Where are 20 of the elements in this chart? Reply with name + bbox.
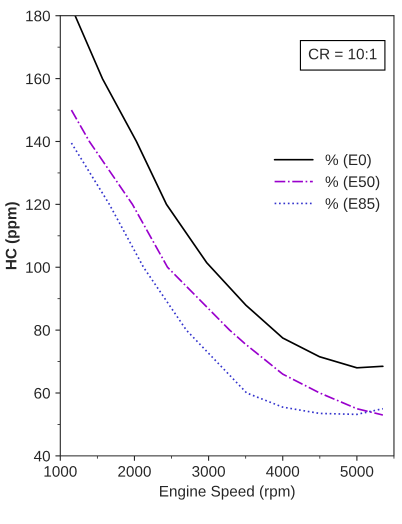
line-series [74,16,384,369]
legend-label: % (E50) [326,176,380,190]
y-tick-label: 120 [26,199,50,210]
y-tick-label: 140 [26,136,50,148]
x-tick-label: 4000 [266,466,300,477]
x-tick-label: 3000 [192,466,225,477]
y-axis-title: HC (ppm) [5,202,20,270]
x-tick-label: 5000 [340,466,374,477]
x-axis-title: Engine Speed (rpm) [160,485,295,500]
legend-label: % (E85) [326,198,380,212]
x-tick-label: 1000 [44,466,77,477]
y-tick-label: 60 [34,388,50,399]
x-tick-label: 2000 [118,466,151,477]
y-tick-label: 100 [26,262,50,273]
y-tick-label: 40 [34,450,50,462]
y-tick-label: 160 [26,73,50,84]
annotation: CR = 10:1 [308,48,377,60]
y-tick-label: 180 [26,10,50,22]
y-tick-label: 80 [34,324,50,336]
legend-label: % (E0) [326,154,371,168]
